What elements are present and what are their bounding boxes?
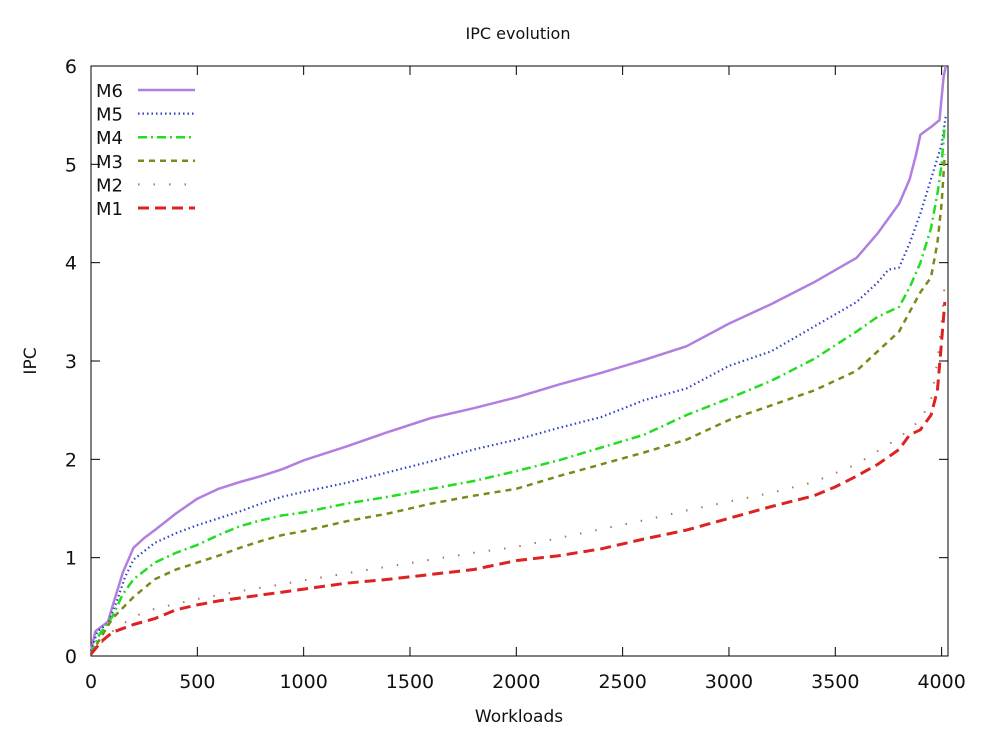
y-axis-title: IPC bbox=[21, 347, 41, 374]
y-tick-label: 2 bbox=[65, 449, 77, 471]
x-tick-label: 4000 bbox=[917, 671, 965, 693]
series-line-m2 bbox=[90, 282, 946, 655]
x-tick-label: 2500 bbox=[598, 671, 646, 693]
y-tick-label: 5 bbox=[65, 154, 77, 176]
legend-label-m5: M5 bbox=[96, 105, 123, 126]
x-tick-label: 500 bbox=[179, 671, 215, 693]
legend-label-m6: M6 bbox=[96, 81, 123, 102]
y-tick-label: 6 bbox=[65, 56, 77, 78]
series-line-m5 bbox=[89, 115, 947, 652]
x-tick-label: 2000 bbox=[492, 671, 540, 693]
legend-label-m1: M1 bbox=[96, 199, 123, 220]
legend-label-m4: M4 bbox=[96, 128, 123, 149]
y-tick-label: 1 bbox=[65, 548, 77, 570]
series-line-m1 bbox=[89, 301, 947, 655]
chart-title: IPC evolution bbox=[466, 24, 571, 43]
x-tick-label: 3500 bbox=[811, 671, 859, 693]
series-line-m6 bbox=[89, 65, 948, 652]
plot-frame bbox=[90, 65, 949, 657]
x-tick-label: 1500 bbox=[386, 671, 434, 693]
series-line-m4 bbox=[89, 124, 947, 655]
x-tick-label: 0 bbox=[85, 671, 97, 693]
y-tick-label: 0 bbox=[65, 646, 77, 668]
x-tick-label: 3000 bbox=[705, 671, 753, 693]
series-line-m3 bbox=[89, 154, 947, 655]
axis-ticks: 0 500 1000 1500 2000 2500 3000 3500 4000 0 1 2 3 4 5 6 bbox=[65, 56, 966, 693]
legend-label-m2: M2 bbox=[96, 175, 123, 196]
series-layer bbox=[89, 65, 948, 655]
y-tick-label: 4 bbox=[65, 253, 77, 275]
x-axis-title: Workloads bbox=[475, 707, 563, 727]
y-tick-label: 3 bbox=[65, 351, 77, 373]
x-tick-label: 1000 bbox=[279, 671, 327, 693]
legend-label-m3: M3 bbox=[96, 152, 123, 173]
